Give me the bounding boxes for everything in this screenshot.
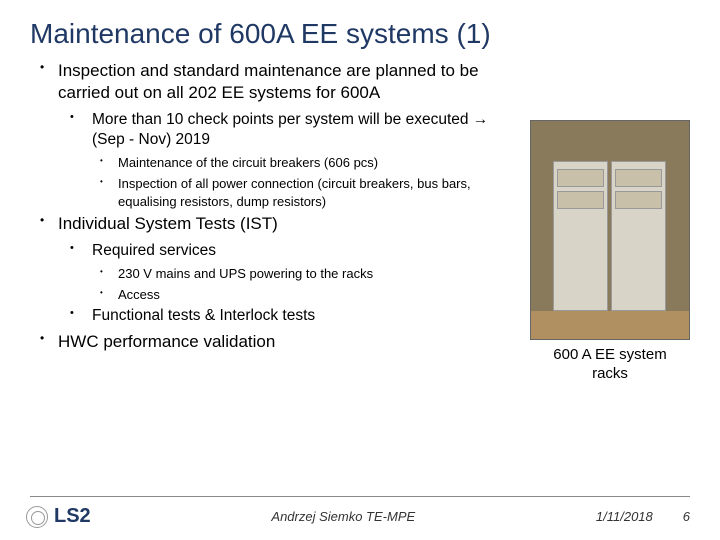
bullet-l3: 230 V mains and UPS powering to the rack… xyxy=(100,265,520,283)
page-number: 6 xyxy=(683,509,690,524)
logo-area: LS2 xyxy=(26,505,91,528)
date: 1/11/2018 xyxy=(596,509,653,524)
presenter-name: Andrzej Siemko TE-MPE xyxy=(91,509,596,524)
footer: LS2 Andrzej Siemko TE-MPE 1/11/2018 6 xyxy=(20,496,700,528)
bullet-l2: Functional tests & Interlock tests xyxy=(70,306,520,326)
content-area: Inspection and standard maintenance are … xyxy=(0,50,720,384)
footer-row: LS2 Andrzej Siemko TE-MPE 1/11/2018 6 xyxy=(20,505,700,528)
bullet-list: Inspection and standard maintenance are … xyxy=(40,60,520,353)
bullet-l1: Inspection and standard maintenance are … xyxy=(40,60,520,104)
footer-divider xyxy=(30,496,690,497)
project-label: LS2 xyxy=(54,505,91,528)
rack-photo xyxy=(530,120,690,340)
bullet-l3: Inspection of all power connection (circ… xyxy=(100,175,520,210)
text-column: Inspection and standard maintenance are … xyxy=(40,60,520,384)
bullet-l3: Access xyxy=(100,286,520,304)
bullet-l1: Individual System Tests (IST) xyxy=(40,213,520,235)
slide-title: Maintenance of 600A EE systems (1) xyxy=(0,0,720,50)
bullet-l1: HWC performance validation xyxy=(40,331,520,353)
caption-line: racks xyxy=(592,365,628,382)
bullet-l2: Required services xyxy=(70,241,520,261)
bullet-l2: More than 10 check points per system wil… xyxy=(70,110,520,150)
bullet-l3: Maintenance of the circuit breakers (606… xyxy=(100,154,520,172)
caption-line: 600 A EE system xyxy=(553,346,666,363)
image-caption: 600 A EE system racks xyxy=(520,346,700,384)
cern-logo-icon xyxy=(26,506,48,528)
image-column: 600 A EE system racks xyxy=(520,60,700,384)
